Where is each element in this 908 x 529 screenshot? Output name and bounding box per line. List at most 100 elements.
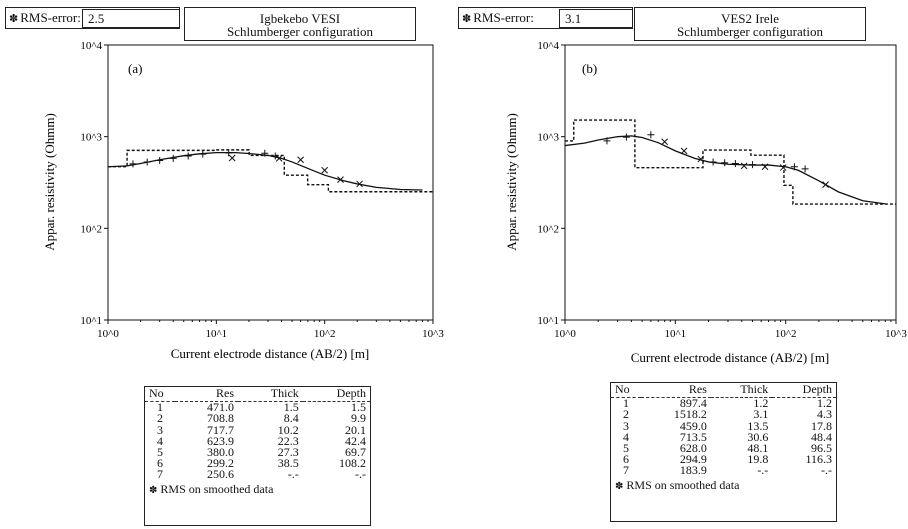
- observed-point-cross: [321, 166, 329, 174]
- observed-point-cross: [740, 162, 748, 170]
- cell-thick: 1.5: [283, 400, 299, 415]
- cell-depth: 20.1: [345, 422, 366, 437]
- table-row: 3 717.7 10.2 20.1: [145, 422, 370, 437]
- cell-thick: 38.5: [277, 456, 299, 471]
- observed-point-plus: [225, 149, 233, 157]
- observed-point-plus: [731, 159, 739, 167]
- cell-res: 897.4: [679, 396, 707, 411]
- calculated-curve: [107, 151, 423, 191]
- chart-a: (a) Appar. resistivity (Ohmm) Current el…: [42, 40, 444, 361]
- observed-point-cross: [680, 147, 688, 155]
- cell-depth: 1.2: [817, 396, 832, 411]
- y-tick-label: 10^1: [537, 315, 559, 327]
- col-thick-header: Thick: [238, 387, 303, 403]
- observed-point-plus: [156, 156, 164, 164]
- observed-point-cross: [761, 163, 769, 171]
- cell-no: 4: [157, 433, 163, 448]
- table-header-row: No Res Thick Depth: [611, 383, 836, 399]
- cell-no: 6: [157, 456, 163, 471]
- cell-thick: -.-: [757, 463, 769, 478]
- observed-point-cross: [297, 156, 304, 164]
- charts-canvas: (a) Appar. resistivity (Ohmm) Current el…: [42, 40, 907, 365]
- cell-no: 3: [623, 418, 629, 433]
- observed-point-cross: [779, 164, 787, 171]
- cell-depth: 42.4: [345, 433, 366, 448]
- col-depth-header: Depth: [302, 387, 370, 403]
- observed-point-plus: [271, 152, 279, 160]
- table-row: 2 1518.2 3.1 4.3: [611, 407, 836, 422]
- cell-thick: 10.2: [277, 422, 299, 437]
- chart-marks-a: [107, 149, 423, 191]
- cell-res: 471.0: [207, 400, 234, 415]
- cell-thick: 13.5: [747, 418, 769, 433]
- observed-point-plus: [790, 163, 798, 171]
- observed-point-plus: [199, 150, 207, 158]
- observed-point-plus: [603, 137, 611, 145]
- model-layer-step: [565, 119, 896, 205]
- cell-res: 628.0: [679, 441, 707, 456]
- observed-point-plus: [647, 131, 655, 139]
- observed-point-plus: [721, 159, 729, 167]
- y-tick-label: 10^2: [80, 223, 102, 235]
- y-tick-label: 10^4: [537, 40, 559, 52]
- cell-res: 708.8: [207, 411, 234, 426]
- observed-point-cross: [356, 180, 363, 188]
- chart-b: (b) Appar. resistivity (Ohmm) Current el…: [504, 40, 907, 365]
- table-row: 2 708.8 8.4 9.9: [145, 411, 370, 426]
- y-axis-label-b: Appar. resistivity (Ohmm): [504, 113, 519, 251]
- col-res-header: Res: [175, 387, 238, 403]
- cell-depth: -.-: [355, 467, 366, 482]
- cell-res: 294.9: [679, 452, 707, 467]
- ticks-a: 10^0 10^1 10^2 10^310^110^210^310^4: [80, 40, 444, 340]
- y-tick-label: 10^1: [80, 315, 102, 327]
- col-depth-header: Depth: [772, 383, 836, 399]
- rms-value-b: 3.1: [559, 9, 633, 28]
- table-row: 3 459.0 13.5 17.8: [611, 418, 836, 433]
- chart-title-b: VES2 Irele Schlumberger configuration: [677, 11, 823, 39]
- cell-depth: 1.5: [351, 400, 366, 415]
- y-tick-label: 10^3: [80, 132, 102, 144]
- cell-no: 2: [157, 411, 163, 426]
- x-tick-label: 10^0: [554, 328, 576, 340]
- rms-label-a: ✽ RMS-error:: [9, 10, 81, 25]
- chart-marks-b: [564, 131, 886, 205]
- y-tick-label: 10^4: [80, 40, 102, 52]
- x-tick-label: 10^3: [885, 328, 907, 340]
- observed-point-plus: [622, 133, 630, 141]
- table-row: 6 294.9 19.8 116.3: [611, 452, 836, 467]
- cell-thick: 30.6: [747, 429, 769, 444]
- table-row: 4 623.9 22.3 42.4: [145, 433, 370, 448]
- cell-thick: 8.4: [283, 411, 299, 426]
- col-no-header: No: [611, 383, 641, 399]
- layer-table-grid-a: No Res Thick Depth 1 471.0 1.5 1.5 2 708.8 8.…: [145, 387, 370, 481]
- cell-depth: 17.8: [811, 418, 832, 433]
- x-tick-label: 10^1: [205, 328, 227, 340]
- cell-depth: 9.9: [351, 411, 366, 426]
- cell-no: 7: [623, 463, 629, 478]
- observed-point-cross: [661, 138, 668, 146]
- observed-point-cross: [275, 154, 283, 162]
- cell-res: 623.9: [207, 433, 234, 448]
- observed-point-plus: [709, 158, 717, 166]
- asterisk-icon: ✽: [615, 480, 624, 492]
- rms-box-a: ✽ RMS-error: 2.5: [5, 7, 180, 29]
- col-thick-header: Thick: [710, 383, 773, 399]
- observed-point-cross: [228, 154, 236, 162]
- cell-thick: 19.8: [747, 452, 769, 467]
- observed-point-plus: [748, 161, 756, 169]
- cell-no: 2: [623, 407, 629, 422]
- table-row: 7 250.6 -.- -.-: [145, 467, 370, 482]
- cell-thick: 48.1: [747, 441, 769, 456]
- cell-thick: 27.3: [277, 445, 299, 460]
- footnote-a: ✽ RMS on smoothed data: [149, 481, 274, 496]
- x-axis-label-a: Current electrode distance (AB/2) [m]: [171, 346, 370, 361]
- plot-frame-a: [107, 44, 434, 321]
- cell-thick: 22.3: [277, 433, 299, 448]
- table-row: 6 299.2 38.5 108.2: [145, 456, 370, 471]
- asterisk-icon: ✽: [462, 13, 472, 25]
- layer-table-b: No Res Thick Depth 1 897.4 1.2 1.2 2 1518.2 3…: [610, 382, 837, 522]
- calculated-curve: [564, 135, 886, 205]
- table-header-row: No Res Thick Depth: [145, 387, 370, 403]
- y-axis-label-a: Appar. resistivity (Ohmm): [42, 113, 57, 251]
- chart-title-a: Igbekebo VESI Schlumberger configuration: [227, 11, 373, 39]
